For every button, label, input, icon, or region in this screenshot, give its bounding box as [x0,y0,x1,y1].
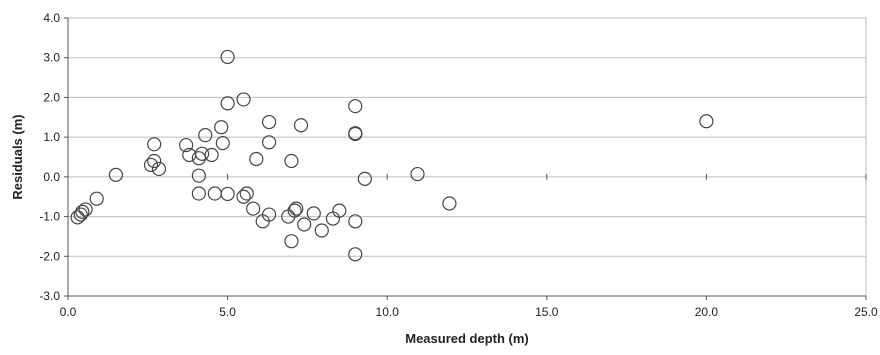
x-tick-label: 0.0 [60,305,77,319]
data-point [75,204,90,219]
data-point [239,186,254,201]
data-point [348,99,363,114]
data-point [297,217,312,232]
data-point [314,223,329,238]
data-point [220,49,235,65]
data-point [236,189,251,204]
data-point [191,186,206,201]
y-tick-label: -1.0 [39,210,60,224]
y-tick-label: 3.0 [43,51,60,65]
data-point [261,114,277,130]
data-point [284,234,299,249]
data-point [306,206,321,221]
data-point [191,168,206,183]
data-point [261,135,277,150]
data-point [220,96,235,111]
grid-lines [68,17,867,296]
y-tick-label: 1.0 [43,130,60,144]
y-tick-label: 0.0 [43,170,60,184]
data-point [207,186,222,201]
data-point [73,207,88,222]
data-point [143,157,159,173]
data-point [220,186,235,202]
y-tick-label: -3.0 [39,289,60,303]
data-point [284,153,299,169]
data-point [151,161,167,177]
tick-labels: 4.03.02.01.00.0-1.0-2.0-3.00.0 5.0 10.0 15.… [39,11,878,319]
data-point [147,137,162,152]
data-point [214,120,229,135]
data-point [261,207,277,222]
data-point [357,171,372,186]
data-point [236,92,251,107]
data-point [147,153,162,169]
data-point [246,201,261,216]
x-tick-label: 25.0 [854,305,878,319]
data-point [194,146,210,161]
data-point [348,214,363,229]
data-point [70,210,85,225]
x-axis-title: Measured depth (m) [405,331,529,346]
data-point [289,201,304,216]
data-points [70,49,714,262]
data-point [348,126,363,142]
data-point [442,196,457,211]
data-point [332,203,347,218]
data-point [78,202,93,217]
x-tick-label: 20.0 [695,305,719,319]
y-tick-label: -2.0 [39,249,60,263]
data-point [348,247,363,262]
y-tick-label: 2.0 [43,90,60,104]
data-point [215,136,230,151]
y-tick-label: 4.0 [43,11,60,25]
data-point [108,167,123,182]
data-point [89,191,104,206]
data-point [293,118,309,133]
data-point [699,114,714,129]
data-point [410,166,425,182]
data-point [287,203,302,218]
x-tick-label: 5.0 [219,305,236,319]
x-tick-label: 10.0 [376,305,400,319]
axes [64,17,867,300]
data-point [198,128,213,143]
x-tick-label: 15.0 [535,305,559,319]
data-point [249,151,264,167]
data-point [204,147,219,163]
data-point [179,137,194,153]
data-point [325,211,341,226]
y-axis-title: Residuals (m) [10,114,25,199]
